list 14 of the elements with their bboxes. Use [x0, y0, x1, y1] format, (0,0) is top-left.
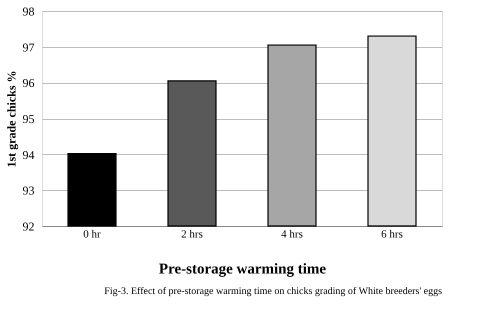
- y-tick-label: 93: [22, 184, 34, 198]
- y-tick-label: 95: [22, 112, 34, 126]
- text: Fig-3. Effect of pre-storage warming time on chicks grading of White breeders' eggs: [104, 286, 442, 297]
- y-axis-title: 1st grade chicks %: [4, 70, 18, 168]
- y-tick-label: 96: [22, 76, 34, 90]
- y-tick-label: 92: [22, 220, 34, 234]
- y-tick-label: 98: [22, 4, 34, 18]
- x-tick-label: 2 hrs: [181, 228, 203, 240]
- x-tick-label: 0 hr: [83, 228, 102, 240]
- x-tick-label: 4 hrs: [281, 228, 303, 240]
- x-tick-label: 6 hrs: [381, 228, 403, 240]
- y-tick-label: 94: [22, 148, 34, 162]
- y-tick-label: 97: [22, 40, 34, 54]
- x-axis-title: Pre-storage warming time: [158, 262, 326, 278]
